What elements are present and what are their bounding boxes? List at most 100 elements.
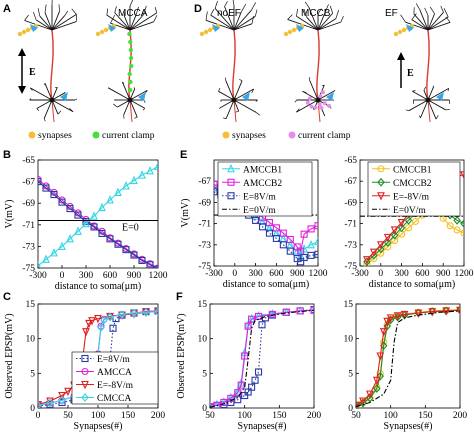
data-point <box>38 178 42 186</box>
data-point <box>233 386 242 395</box>
basal-dendrite <box>427 99 437 120</box>
tuft-twig <box>224 1 228 7</box>
basal-twig <box>447 88 450 92</box>
tuft-twig <box>325 4 329 10</box>
y-tick-label: -65 <box>22 156 35 166</box>
series-line <box>210 309 314 408</box>
series-line <box>210 309 314 408</box>
y-axis-label: Observed EPSP(mV) <box>4 313 15 398</box>
data-point <box>66 205 74 213</box>
data-point <box>42 254 50 263</box>
legend-entry: E=0V/m <box>243 206 276 216</box>
tuft-branch <box>317 9 327 31</box>
tuft-branch <box>123 14 131 31</box>
x-tick-label: 50 <box>63 411 73 421</box>
y-tick-label: -73 <box>344 241 357 251</box>
legend-clamp-d: current clamp <box>298 131 351 141</box>
tuft-branch <box>35 19 53 31</box>
data-point <box>286 235 294 244</box>
data-point <box>146 165 154 175</box>
data-point <box>363 260 371 266</box>
data-point <box>359 397 367 406</box>
tuft-branch <box>114 12 131 31</box>
synapse-dot <box>99 29 105 35</box>
data-point <box>214 180 218 188</box>
tuft-branch <box>317 21 341 31</box>
data-point <box>85 319 93 329</box>
basal-twig <box>302 90 307 93</box>
tuft-branch <box>129 14 144 31</box>
x-axis-label: distance to soma(μm) <box>55 281 141 292</box>
tuft-twig <box>251 15 254 24</box>
clamp-marker-a <box>92 131 100 139</box>
clamp-dot <box>127 31 132 37</box>
data-point <box>74 226 82 235</box>
neuron-title-ef: EF <box>385 8 398 19</box>
synapse-dot <box>401 27 407 33</box>
legend-marker <box>227 178 235 186</box>
clamp-dot <box>309 104 314 109</box>
synapse-dot <box>291 27 297 33</box>
basal-dendrite <box>51 92 66 101</box>
plot-frame <box>355 303 461 409</box>
data-point <box>106 235 114 243</box>
data-point <box>307 251 315 259</box>
tuft-twig <box>114 6 117 13</box>
data-point <box>379 328 388 337</box>
legend-entry: CMCCB1 <box>393 165 432 175</box>
synapse-dot <box>207 27 213 33</box>
data-point <box>310 306 314 314</box>
basal-dendrite <box>108 87 131 101</box>
tuft-twig <box>254 9 258 17</box>
tuft-branch <box>427 13 435 31</box>
clamp-dot <box>318 94 323 99</box>
tuft-branch <box>296 15 319 31</box>
data-point <box>383 233 392 243</box>
basal-dendrite <box>233 88 254 101</box>
legend-marker <box>227 192 235 200</box>
y-tick-label: 5 <box>30 369 35 379</box>
basal-dendrite <box>219 99 235 109</box>
soma <box>231 97 237 103</box>
data-point <box>138 170 146 179</box>
x-tick-label: -300 <box>29 271 47 281</box>
tuft-branch <box>129 21 154 31</box>
tuft-branch <box>51 21 77 31</box>
x-tick-label: 900 <box>290 269 305 279</box>
data-point <box>373 384 381 393</box>
basal-dendrite <box>225 99 235 119</box>
x-tick-label: 600 <box>103 271 118 281</box>
data-point <box>130 251 138 259</box>
clamp-dot <box>327 104 332 109</box>
chart-c: 0 50 100 150 200 0 5 10 15 Synapses(#) Observed EP… <box>4 300 165 432</box>
plot-frame <box>37 159 159 269</box>
data-point <box>258 223 267 231</box>
series-line <box>210 308 314 408</box>
axon <box>129 99 133 123</box>
tuft-twig <box>240 3 247 13</box>
data-point <box>453 226 461 234</box>
data-point <box>154 161 158 171</box>
y-tick-label: -71 <box>22 221 35 231</box>
x-axis-label: Synapses(#) <box>74 421 123 432</box>
basal-twig <box>122 81 125 84</box>
tuft-branch <box>405 21 429 31</box>
data-point <box>268 308 277 318</box>
legend-marker <box>377 177 385 187</box>
basal-twig <box>255 99 258 102</box>
synapse-dot <box>25 27 31 33</box>
data-point <box>300 253 308 262</box>
tuft-twig <box>287 14 293 20</box>
series-layer <box>356 305 460 408</box>
basal-dendrite <box>36 99 53 109</box>
tuft-twig <box>317 8 322 15</box>
tuft-twig <box>58 4 60 12</box>
synapse-dot <box>283 31 289 37</box>
x-axis-label: distance to soma(μm) <box>223 279 309 290</box>
basal-twig <box>43 118 46 122</box>
y-tick-label: -75 <box>22 264 35 274</box>
x-tick-label: 150 <box>418 411 433 421</box>
basal-dendrite <box>302 90 319 101</box>
data-point <box>391 237 399 245</box>
y-tick-label: 5 <box>348 369 353 379</box>
